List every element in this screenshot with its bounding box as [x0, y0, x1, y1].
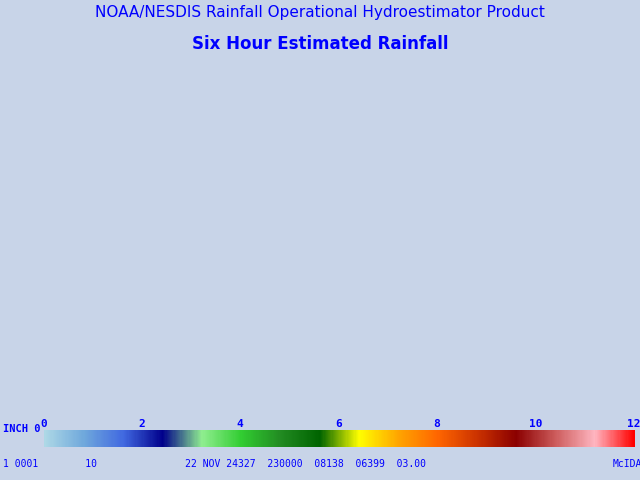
Text: Six Hour Estimated Rainfall: Six Hour Estimated Rainfall — [192, 35, 448, 53]
Text: INCH 0: INCH 0 — [3, 424, 41, 434]
Text: NOAA/NESDIS Rainfall Operational Hydroestimator Product: NOAA/NESDIS Rainfall Operational Hydroes… — [95, 5, 545, 20]
Text: 1 0001        10               22 NOV 24327  230000  08138  06399  03.00: 1 0001 10 22 NOV 24327 230000 08138 0639… — [3, 459, 426, 469]
Text: 2: 2 — [138, 420, 145, 429]
Text: 4: 4 — [237, 420, 244, 429]
Text: 12: 12 — [627, 420, 640, 429]
Text: 10: 10 — [529, 420, 542, 429]
Text: 6: 6 — [335, 420, 342, 429]
Text: 8: 8 — [433, 420, 440, 429]
Text: 0: 0 — [40, 420, 47, 429]
Text: McIDAS: McIDAS — [613, 459, 640, 469]
